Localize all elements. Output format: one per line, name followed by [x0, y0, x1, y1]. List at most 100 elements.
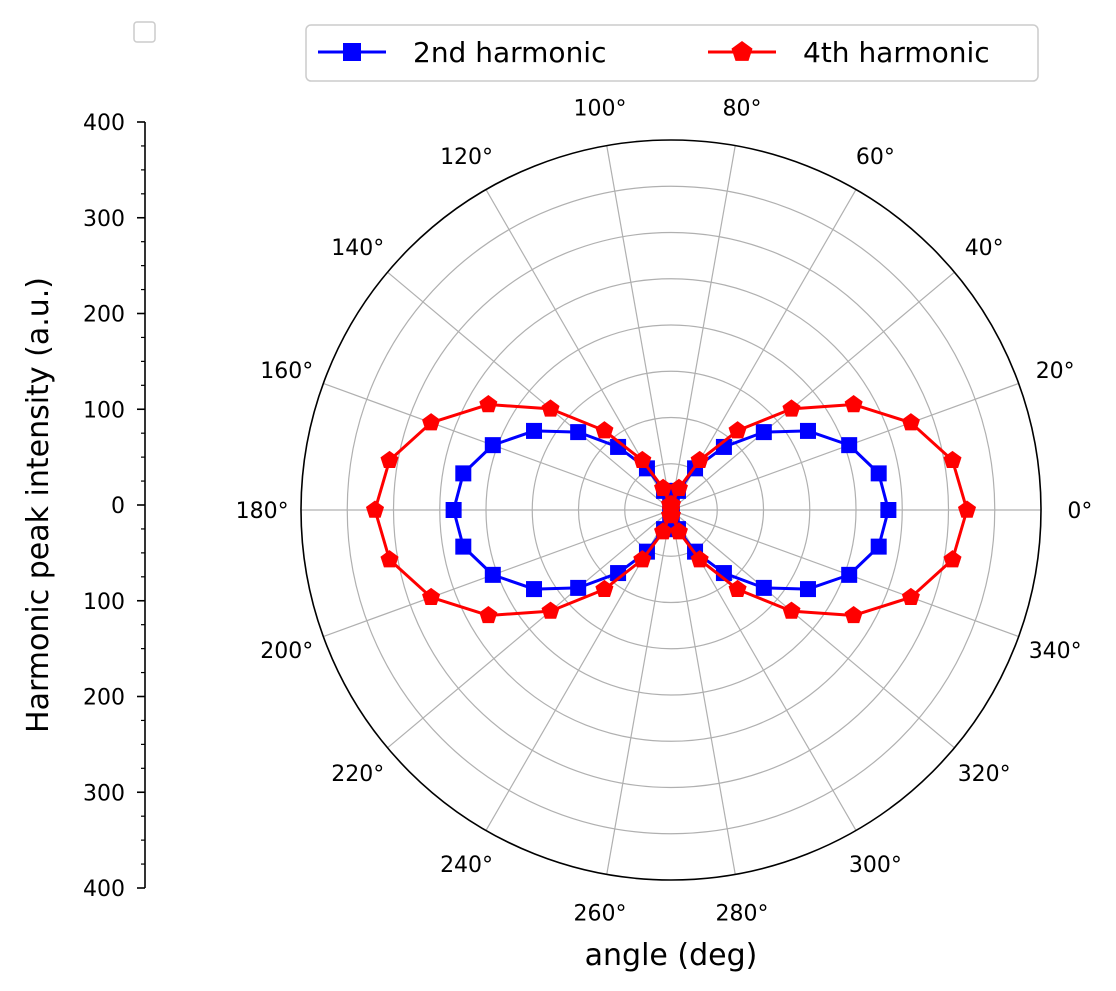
side-axis-tick-label: 300 [83, 207, 125, 232]
angle-tick-label: 80° [722, 96, 761, 121]
side-radial-axis: 400 300 200 100 0 100 200 300 400 [83, 111, 146, 902]
angular-gridline [606, 509, 672, 875]
data-point-pentagon [690, 450, 709, 469]
series-4th-harmonic [365, 395, 977, 624]
data-point-square [455, 465, 472, 482]
data-point-pentagon [690, 550, 709, 568]
data-point-pentagon [479, 395, 498, 413]
data-point-square [484, 437, 501, 454]
angular-gridline [606, 145, 672, 511]
angular-gridline [670, 271, 955, 511]
data-point-pentagon [669, 478, 688, 496]
data-point-square [755, 579, 772, 596]
angle-tick-label: 120° [440, 145, 493, 170]
angle-tick-label: 20° [1036, 359, 1075, 384]
data-point-square [570, 424, 587, 441]
data-point-pentagon [422, 587, 441, 605]
data-point-square [799, 581, 816, 598]
side-axis-tick-label: 200 [83, 686, 125, 711]
data-point-pentagon [541, 601, 560, 619]
data-point-pentagon [422, 413, 441, 431]
angular-gridline [387, 509, 672, 749]
angle-tick-label: 320° [958, 762, 1011, 787]
angular-gridline [670, 509, 955, 749]
legend-entry-2nd-harmonic: 2nd harmonic [318, 36, 606, 69]
data-point-pentagon [633, 450, 652, 469]
angle-tick-label: 300° [849, 853, 902, 878]
angle-tick-label: 60° [856, 145, 895, 170]
data-point-square [570, 579, 587, 596]
side-axis-tick-label: 400 [83, 111, 125, 136]
side-axis-tick-label: 300 [83, 781, 125, 806]
data-point-square [445, 502, 462, 518]
angular-gridline [670, 145, 736, 511]
data-point-pentagon [728, 579, 747, 598]
data-point-pentagon [633, 550, 652, 568]
angular-gridline [670, 509, 736, 875]
data-point-square [799, 422, 816, 439]
legend: 2nd harmonic 4th harmonic [305, 24, 1039, 82]
empty-legend-box [133, 21, 156, 43]
data-point-pentagon [595, 579, 614, 598]
polar-frame [300, 139, 1042, 881]
side-axis-tick-label: 200 [83, 303, 125, 328]
data-point-pentagon [844, 395, 863, 413]
x-axis-title: angle (deg) [585, 938, 758, 973]
data-point-pentagon [380, 450, 399, 469]
legend-frame [305, 24, 1039, 82]
data-point-pentagon [595, 421, 614, 439]
angle-tick-label: 200° [260, 639, 313, 664]
legend-entry-4th-harmonic: 4th harmonic [708, 36, 990, 69]
angle-tick-label: 160° [260, 359, 313, 384]
angle-tick-label: 220° [331, 762, 384, 787]
legend-label-2nd-harmonic: 2nd harmonic [413, 36, 606, 69]
data-point-square [880, 502, 897, 518]
legend-label-4th-harmonic: 4th harmonic [803, 36, 990, 69]
data-point-pentagon [380, 550, 399, 568]
angle-tick-labels: 0° 20° 40° 60° 80° 100° 120° 140° 160° 180° 200° 22… [236, 96, 1093, 926]
angle-tick-label: 180° [236, 499, 289, 524]
angle-tick-label: 340° [1029, 639, 1082, 664]
angle-tick-label: 240° [440, 853, 493, 878]
data-point-pentagon [365, 500, 385, 518]
angular-gridline [387, 271, 672, 511]
data-point-pentagon [669, 522, 688, 540]
data-point-pentagon [901, 413, 920, 431]
angle-tick-label: 140° [331, 236, 384, 261]
data-point-pentagon [782, 601, 801, 619]
data-point-pentagon [479, 605, 498, 624]
data-point-square [755, 424, 772, 441]
side-axis-tick-label: 100 [83, 590, 125, 615]
data-point-square [841, 566, 858, 583]
data-point-pentagon [654, 522, 673, 540]
data-point-pentagon [541, 399, 560, 417]
legend-marker-square [343, 43, 361, 61]
data-point-square [870, 538, 887, 555]
side-axis-tick-label: 100 [83, 398, 125, 423]
legend-marker-pentagon [731, 41, 753, 61]
data-point-pentagon [662, 505, 681, 524]
data-point-square [484, 566, 501, 583]
angle-tick-label: 280° [715, 902, 768, 927]
data-point-pentagon [957, 500, 977, 518]
data-point-pentagon [844, 605, 863, 624]
angle-tick-label: 40° [965, 236, 1004, 261]
series-layer [365, 395, 977, 624]
angle-tick-label: 0° [1067, 499, 1092, 524]
side-axis-tick-label: 0 [111, 494, 125, 519]
data-point-pentagon [901, 587, 920, 605]
y-axis-title: Harmonic peak intensity (a.u.) [21, 277, 56, 733]
side-axis-tick-label: 400 [83, 877, 125, 902]
data-point-pentagon [782, 399, 801, 417]
data-point-square [455, 538, 472, 555]
data-point-pentagon [728, 421, 747, 439]
data-point-square [526, 422, 543, 439]
data-point-square [870, 465, 887, 482]
data-point-pentagon [943, 450, 962, 469]
angle-tick-label: 260° [574, 902, 627, 927]
data-point-pentagon [654, 478, 673, 496]
data-point-square [841, 437, 858, 454]
angle-tick-label: 100° [574, 96, 627, 121]
